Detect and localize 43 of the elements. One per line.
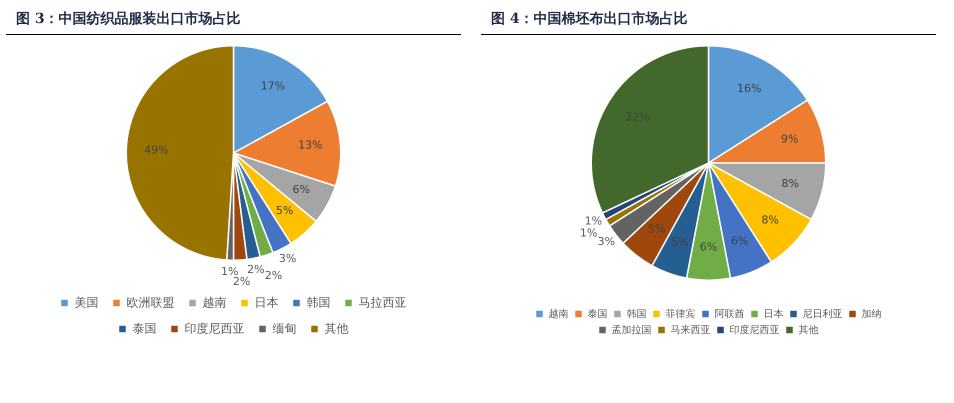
data-label: 5%: [671, 235, 689, 248]
legend-label: 泰国: [588, 308, 608, 320]
data-label: 6%: [700, 240, 718, 254]
legend-label: 孟加拉国: [612, 324, 652, 336]
data-label: 1%: [580, 226, 598, 240]
legend-label: 马来西亚: [670, 324, 710, 336]
legend-label: 欧洲联盟: [126, 295, 174, 310]
data-label: 49%: [144, 143, 169, 156]
data-label: 5%: [648, 222, 666, 236]
legend-label: 其他: [324, 321, 348, 336]
data-label: 8%: [782, 176, 799, 190]
legend-label: 阿联酋: [714, 308, 744, 320]
legend-label: 越南: [548, 308, 568, 320]
data-label: 16%: [736, 82, 762, 95]
legend-label: 韩国: [306, 295, 330, 310]
legend-label: 日本: [764, 308, 784, 320]
legend-label: 日本: [254, 295, 278, 310]
data-label: 8%: [761, 214, 779, 227]
legend-label: 马拉西亚: [358, 295, 406, 310]
chart-title: 图 3：中国纺织品服装出口市场占比: [6, 4, 461, 35]
chart-title: 图 4：中国棉坯布出口市场占比: [481, 4, 936, 35]
legend-label: 美国: [74, 295, 98, 310]
data-label: 13%: [298, 138, 323, 152]
legend-label: 其他: [798, 324, 818, 336]
data-label: 6%: [292, 183, 310, 196]
data-label: 6%: [730, 234, 748, 248]
legend-label: 越南: [202, 295, 226, 310]
data-label: 2%: [264, 268, 282, 282]
legend-label: 加纳: [862, 308, 882, 320]
data-label: 17%: [260, 79, 286, 92]
data-label: 3%: [278, 252, 296, 266]
legend-label: 菲律宾: [666, 308, 696, 320]
data-label: 2%: [247, 262, 265, 276]
legend-label: 印度尼西亚: [730, 324, 780, 336]
legend-label: 缅甸: [272, 321, 296, 336]
legend-label: 印度尼西亚: [184, 321, 244, 336]
data-label: 3%: [598, 235, 616, 248]
legend-label: 尼日利亚: [802, 308, 842, 320]
data-label: 5%: [276, 204, 294, 217]
legend-label: 韩国: [626, 308, 646, 320]
legend-label: 泰国: [132, 321, 156, 336]
data-label: 9%: [780, 132, 798, 146]
data-label: 1%: [584, 214, 602, 228]
